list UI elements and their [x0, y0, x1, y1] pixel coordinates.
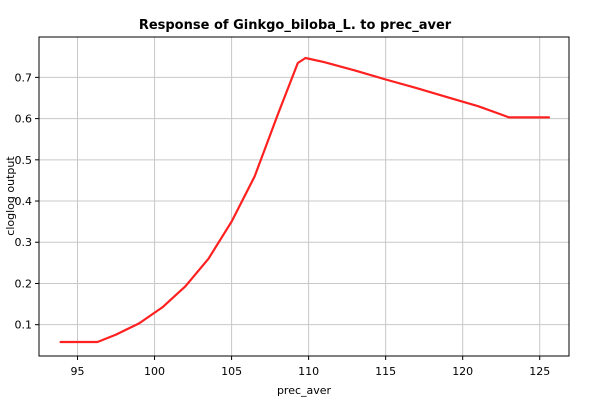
y-tick-label: 0.3 — [15, 236, 33, 249]
tick-labels: 95 100 105 110 115 120 125 0.1 0.2 0.3 0.4 0.5 0.6 0.… — [15, 71, 551, 378]
y-tick-label: 0.6 — [15, 113, 33, 126]
x-axis-label: prec_aver — [277, 384, 332, 397]
x-tick-label: 95 — [71, 365, 85, 378]
x-tick-label: 120 — [452, 365, 473, 378]
x-tick-label: 125 — [529, 365, 550, 378]
y-tick-label: 0.4 — [15, 195, 33, 208]
grid — [39, 37, 569, 356]
x-tick-label: 110 — [298, 365, 319, 378]
series-line — [59, 56, 551, 344]
y-tick-label: 0.2 — [15, 277, 33, 290]
chart-title: Response of Ginkgo_biloba_L. to prec_ave… — [139, 18, 452, 33]
y-tick-label: 0.5 — [15, 154, 33, 167]
x-tick-label: 115 — [375, 365, 396, 378]
x-tick-label: 100 — [144, 365, 165, 378]
y-tick-label: 0.1 — [15, 319, 33, 332]
y-tick-label: 0.7 — [15, 71, 33, 84]
plot-frame — [38, 36, 570, 357]
x-tick-label: 105 — [221, 365, 242, 378]
ticks — [35, 76, 541, 360]
y-axis-label: cloglog output — [4, 156, 17, 236]
